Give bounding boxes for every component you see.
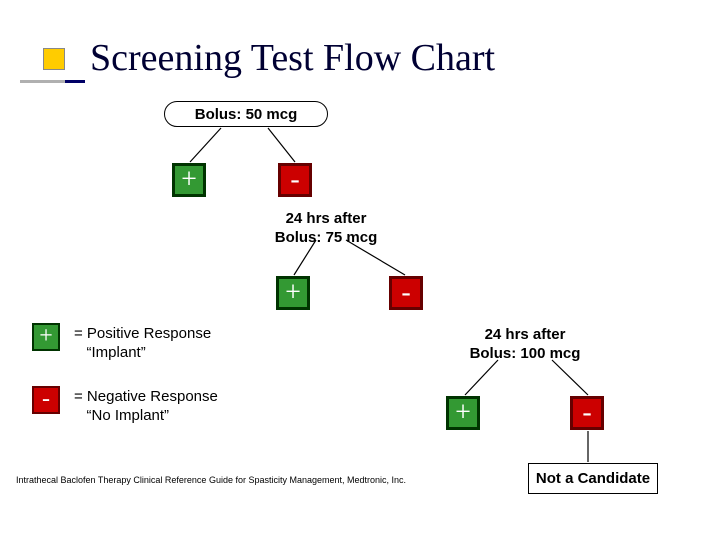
bolus-75-intro: 24 hrs after: [253, 210, 399, 229]
minus-2: -: [389, 276, 423, 310]
legend-minus-glyph: -: [42, 386, 50, 412]
minus-3: -: [570, 396, 604, 430]
bolus-75-label: Bolus: 75 mcg: [253, 229, 399, 248]
minus-glyph-3: -: [582, 397, 591, 428]
plus-glyph: +: [181, 164, 197, 195]
minus-glyph: -: [290, 164, 299, 195]
legend-pos-label: = Positive Response: [74, 325, 211, 342]
legend-pos-sub: “Implant”: [87, 344, 146, 361]
bolus-100-intro: 24 hrs after: [445, 326, 605, 345]
plus-glyph-2: +: [285, 277, 301, 308]
bolus-75-note: 24 hrs after Bolus: 75 mcg: [253, 210, 399, 248]
legend-neg-sub: “No Implant”: [87, 407, 170, 424]
minus-glyph-2: -: [401, 277, 410, 308]
bolus-100-note: 24 hrs after Bolus: 100 mcg: [445, 326, 605, 364]
connector-1: [0, 0, 720, 540]
plus-1: +: [172, 163, 206, 197]
legend-plus-glyph: +: [39, 323, 53, 349]
legend-plus-box: +: [32, 323, 60, 351]
legend-pos-text: = Positive Response “Implant”: [74, 325, 211, 363]
plus-2: +: [276, 276, 310, 310]
legend-minus-box: -: [32, 386, 60, 414]
footnote-text: Intrathecal Baclofen Therapy Clinical Re…: [16, 475, 496, 485]
legend-neg-label: = Negative Response: [74, 388, 218, 405]
plus-3: +: [446, 396, 480, 430]
minus-1: -: [278, 163, 312, 197]
bolus-100-label: Bolus: 100 mcg: [445, 345, 605, 364]
not-candidate-box: Not a Candidate: [528, 463, 658, 494]
not-candidate-label: Not a Candidate: [536, 470, 650, 487]
flowchart-stage: Screening Test Flow Chart Bolus: 50 mcg …: [0, 0, 720, 540]
plus-glyph-3: +: [455, 397, 471, 428]
legend-neg-text: = Negative Response “No Implant”: [74, 388, 218, 426]
